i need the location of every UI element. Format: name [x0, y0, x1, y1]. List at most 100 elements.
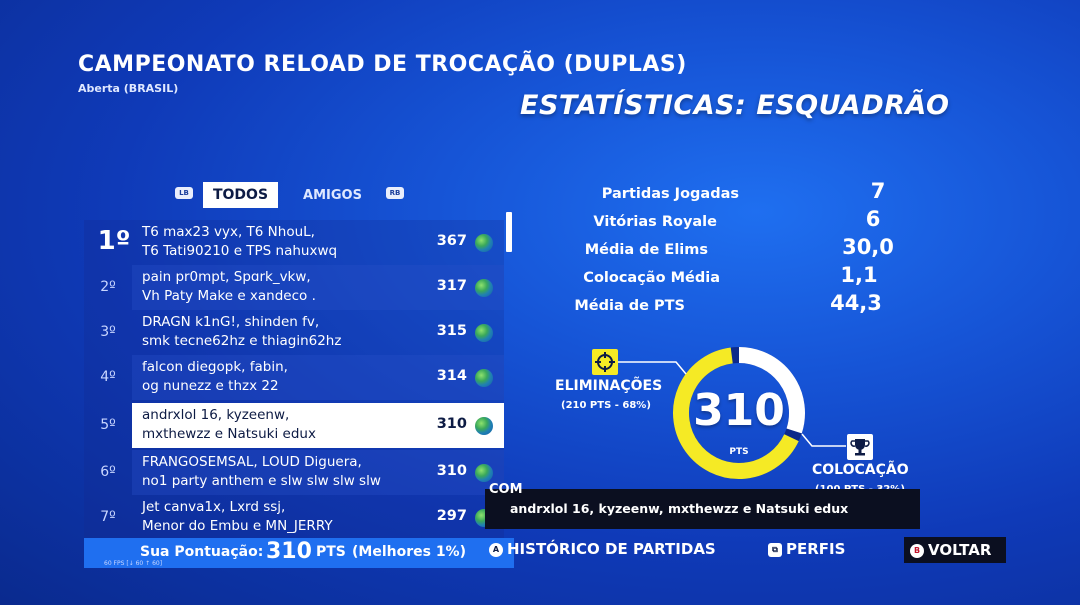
- rank-label: 2º: [100, 279, 116, 295]
- team-names-line2: mxthewzz e Natsuki edux: [142, 426, 316, 442]
- donut-total-value: 310: [693, 385, 785, 436]
- row-cell: DRAGN k1nG!, shinden fv, smk tecne62hz e…: [132, 310, 504, 355]
- leaderboard-row[interactable]: 4º falcon diegopk, fabin, og nunezz e th…: [84, 355, 504, 400]
- fps-counter: 60 FPS [↓ 60 ↑ 60]: [104, 560, 163, 567]
- stat-average-placement-label: Colocação Média: [583, 270, 720, 286]
- tab-friends[interactable]: AMIGOS: [303, 188, 362, 203]
- team-names-line2: og nunezz e thzx 22: [142, 378, 279, 394]
- team-names-line1: DRAGN k1nG!, shinden fv,: [142, 314, 320, 330]
- team-banner: [485, 489, 920, 529]
- team-names: pain pr0mpt, Spɑrk_vkw, Vh Paty Make e x…: [142, 268, 412, 306]
- section-title: ESTATÍSTICAS: ESQUADRÃO: [520, 90, 950, 121]
- leaderboard-row[interactable]: 2º pain pr0mpt, Spɑrk_vkw, Vh Paty Make …: [84, 265, 504, 310]
- team-names: DRAGN k1nG!, shinden fv, smk tecne62hz e…: [142, 313, 412, 351]
- tab-all[interactable]: TODOS: [203, 182, 278, 208]
- team-names-line1: Jet canva1x, Lxrd ssj,: [142, 499, 286, 515]
- leaderboard-scrollbar[interactable]: [506, 212, 512, 252]
- profiles-label: PERFIS: [786, 540, 846, 558]
- globe-icon: [475, 234, 493, 252]
- leaderboard-row[interactable]: 7º Jet canva1x, Lxrd ssj, Menor do Embu …: [84, 495, 504, 540]
- profiles-button[interactable]: ⧉ PERFIS: [768, 540, 845, 558]
- placement-label: COLOCAÇÃO: [812, 462, 909, 478]
- your-score-value: 310: [266, 539, 312, 564]
- team-points: 310: [436, 416, 467, 432]
- leaderboard-row[interactable]: 6º FRANGOSEMSAL, LOUD Diguera, no1 party…: [84, 450, 504, 495]
- leaderboard: 1º T6 max23 vyx, T6 NhouL, T6 Tati90210 …: [84, 220, 504, 540]
- page-title: CAMPEONATO RELOAD DE TROCAÇÃO (DUPLAS): [78, 52, 687, 77]
- team-names-line2: smk tecne62hz e thiagin62hz: [142, 333, 342, 349]
- your-score-bar: [84, 538, 514, 568]
- row-cell: pain pr0mpt, Spɑrk_vkw, Vh Paty Make e x…: [132, 265, 504, 310]
- rank-label: 4º: [100, 369, 116, 385]
- team-names: FRANGOSEMSAL, LOUD Diguera, no1 party an…: [142, 453, 412, 491]
- stat-average-points-value: 44,3: [830, 291, 882, 315]
- stat-matches-played-value: 7: [870, 179, 886, 203]
- stat-average-placement-value: 1,1: [840, 263, 878, 287]
- globe-icon: [475, 417, 493, 435]
- team-names-line2: T6 Tati90210 e TPS nahuxwq: [142, 243, 338, 259]
- donut-eliminations-segment: [673, 347, 799, 479]
- team-banner-names: andrxlol 16, kyzeenw, mxthewzz e Natsuki…: [510, 501, 849, 516]
- rank-label: 5º: [100, 417, 116, 433]
- points-donut-chart: [673, 347, 805, 479]
- team-points: 314: [436, 368, 467, 384]
- team-names: falcon diegopk, fabin, og nunezz e thzx …: [142, 358, 412, 396]
- stat-matches-played-label: Partidas Jogadas: [601, 186, 739, 202]
- rank-label: 3º: [100, 324, 116, 340]
- view-button-icon: ⧉: [768, 543, 782, 557]
- team-names: andrxlol 16, kyzeenw, mxthewzz e Natsuki…: [142, 406, 412, 444]
- your-score-percentile: (Melhores 1%): [352, 544, 466, 560]
- trophy-icon: [847, 434, 873, 460]
- match-history-label: HISTÓRICO DE PARTIDAS: [507, 540, 716, 558]
- a-button-icon: A: [489, 543, 503, 557]
- team-names: Jet canva1x, Lxrd ssj, Menor do Embu e M…: [142, 498, 412, 536]
- match-history-button[interactable]: A HISTÓRICO DE PARTIDAS: [489, 540, 716, 558]
- stat-royale-wins-value: 6: [865, 207, 881, 231]
- rank-label: 6º: [100, 464, 116, 480]
- rank-label: 7º: [100, 509, 116, 525]
- team-names-line2: Menor do Embu e MN_JERRY: [142, 518, 333, 534]
- placement-leader-line: [801, 433, 846, 447]
- rb-button-icon[interactable]: RB: [386, 187, 404, 199]
- team-points: 315: [436, 323, 467, 339]
- team-points: 317: [436, 278, 467, 294]
- back-button[interactable]: B VOLTAR: [904, 537, 1006, 563]
- team-names-line1: andrxlol 16, kyzeenw,: [142, 407, 290, 423]
- eliminations-label: ELIMINAÇÕES: [555, 378, 663, 394]
- back-label: VOLTAR: [928, 541, 992, 559]
- leaderboard-row[interactable]: 3º DRAGN k1nG!, shinden fv, smk tecne62h…: [84, 310, 504, 355]
- globe-icon: [475, 464, 493, 482]
- row-cell: FRANGOSEMSAL, LOUD Diguera, no1 party an…: [132, 450, 504, 495]
- row-cell: Jet canva1x, Lxrd ssj, Menor do Embu e M…: [132, 495, 504, 540]
- leaderboard-row[interactable]: 1º T6 max23 vyx, T6 NhouL, T6 Tati90210 …: [84, 220, 504, 265]
- row-cell: falcon diegopk, fabin, og nunezz e thzx …: [132, 355, 504, 400]
- globe-icon: [475, 279, 493, 297]
- rank-label: 1º: [97, 226, 131, 256]
- b-button-icon: B: [910, 544, 924, 558]
- crosshair-icon: [592, 349, 618, 375]
- row-cell: T6 max23 vyx, T6 NhouL, T6 Tati90210 e T…: [132, 220, 504, 265]
- lb-button-icon[interactable]: LB: [175, 187, 193, 199]
- globe-icon: [475, 369, 493, 387]
- leaderboard-row-selected[interactable]: 5º andrxlol 16, kyzeenw, mxthewzz e Nats…: [84, 403, 504, 448]
- stat-royale-wins-label: Vitórias Royale: [593, 214, 717, 230]
- stat-average-points-label: Média de PTS: [574, 298, 685, 314]
- team-names-line1: FRANGOSEMSAL, LOUD Diguera,: [142, 454, 362, 470]
- team-points: 297: [436, 508, 467, 524]
- donut-total-unit: PTS: [729, 447, 749, 457]
- eliminations-detail: (210 PTS - 68%): [561, 400, 651, 411]
- stat-average-elims-label: Média de Elims: [584, 242, 708, 258]
- team-names-line2: Vh Paty Make e xandeco .: [142, 288, 316, 304]
- your-score-unit: PTS: [316, 544, 346, 560]
- team-points: 367: [436, 233, 467, 249]
- row-cell: andrxlol 16, kyzeenw, mxthewzz e Natsuki…: [132, 403, 504, 448]
- team-names-line1: falcon diegopk, fabin,: [142, 359, 288, 375]
- donut-placement-segment: [738, 347, 805, 434]
- team-banner-prefix: COM: [489, 482, 523, 497]
- stat-average-elims-value: 30,0: [842, 235, 894, 259]
- eliminations-leader-line: [618, 361, 687, 375]
- team-points: 310: [436, 463, 467, 479]
- page-subtitle: Aberta (BRASIL): [78, 82, 179, 95]
- team-names: T6 max23 vyx, T6 NhouL, T6 Tati90210 e T…: [142, 223, 412, 261]
- your-score-label: Sua Pontuação:: [140, 544, 264, 560]
